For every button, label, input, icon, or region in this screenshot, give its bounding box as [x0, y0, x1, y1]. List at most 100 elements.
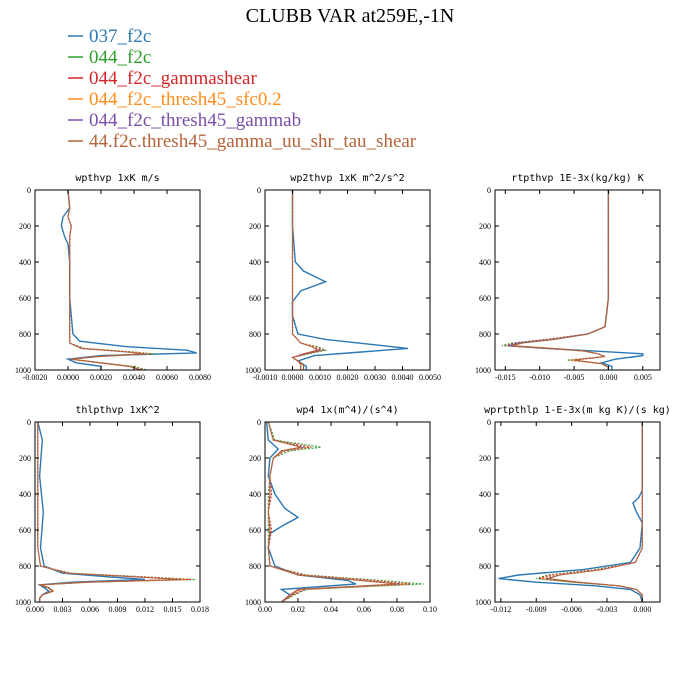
y-tick-label: 200: [19, 454, 31, 463]
series-line: [37, 422, 187, 602]
x-tick-label: -0.010: [529, 373, 550, 382]
x-tick-label: 0.000: [633, 605, 651, 614]
y-tick-label: 1000: [475, 598, 491, 607]
y-tick-label: 200: [479, 454, 491, 463]
legend-label: 044_f2c_gammashear: [89, 68, 257, 89]
plot-frame: [34, 189, 201, 371]
y-tick-label: 600: [249, 294, 261, 303]
legend-label: 044_f2c: [89, 47, 151, 68]
x-tick-label: 0.006: [81, 605, 99, 614]
series-line: [60, 190, 197, 370]
y-tick-label: 400: [479, 490, 491, 499]
plot-frame: [264, 189, 431, 371]
series-line: [508, 190, 644, 370]
series-line: [265, 422, 357, 602]
series-line: [67, 190, 154, 370]
series-line: [512, 190, 609, 370]
y-tick-label: 800: [19, 562, 31, 571]
chart-panel: wp2thvp 1xK m^2/s^2 0 200 400 600 800 1000-0.0…: [245, 173, 441, 382]
x-tick-label: 0.0020: [90, 373, 112, 382]
series-line: [67, 190, 146, 370]
x-tick-label: -0.0010: [253, 373, 278, 382]
legend-label: 044_f2c_thresh45_gammab: [89, 110, 301, 131]
y-tick-label: 0: [27, 418, 31, 427]
y-tick-label: 400: [19, 490, 31, 499]
series-line: [291, 190, 322, 370]
x-tick-label: 0.0050: [419, 373, 441, 382]
x-tick-label: 0.0040: [392, 373, 414, 382]
series-line: [536, 422, 643, 602]
y-tick-label: 1000: [245, 366, 261, 375]
y-tick-label: 800: [249, 330, 261, 339]
x-tick-label: 0.02: [291, 605, 305, 614]
series-line: [291, 190, 328, 370]
x-tick-label: 0.003: [54, 605, 72, 614]
y-tick-label: 800: [479, 562, 491, 571]
series-line: [37, 422, 191, 602]
panel-title: wprtpthlp 1-E-3x(m kg K)/(s kg): [484, 405, 671, 416]
x-tick-label: -0.0020: [23, 373, 48, 382]
y-tick-label: 600: [19, 526, 31, 535]
x-tick-label: -0.012: [491, 605, 512, 614]
y-tick-label: 0: [257, 186, 261, 195]
y-tick-label: 1000: [15, 366, 31, 375]
x-tick-label: 0.0020: [337, 373, 359, 382]
chart-panel: wpthvp 1xK m/s 0 200 400 600 800 1000-0.0020 0.…: [15, 173, 211, 382]
legend-label: 44.f2c.thresh45_gamma_uu_shr_tau_shear: [89, 131, 417, 152]
panel-title: thlpthvp 1xK^2: [75, 405, 159, 416]
y-tick-label: 600: [249, 526, 261, 535]
x-tick-label: 0.012: [136, 605, 154, 614]
x-tick-label: 0.0040: [123, 373, 145, 382]
y-tick-label: 200: [19, 222, 31, 231]
series-line: [267, 422, 411, 602]
series-line: [498, 422, 644, 602]
x-tick-label: 0.0010: [309, 373, 331, 382]
y-tick-label: 200: [249, 222, 261, 231]
x-tick-label: 0.0060: [156, 373, 178, 382]
x-tick-label: -0.003: [597, 605, 618, 614]
y-tick-label: 400: [249, 490, 261, 499]
x-tick-label: 0.015: [164, 605, 182, 614]
series-line: [37, 422, 196, 602]
series-line: [67, 190, 144, 370]
figure-title: CLUBB VAR at259E,-1N: [246, 5, 455, 27]
y-tick-label: 0: [487, 418, 491, 427]
x-tick-label: 0.0000: [57, 373, 79, 382]
x-tick-label: 0.005: [634, 373, 652, 382]
y-tick-label: 0: [27, 186, 31, 195]
x-tick-label: 0.10: [423, 605, 437, 614]
plot-frame: [494, 189, 661, 371]
legend-label: 037_f2c: [89, 26, 151, 47]
y-tick-label: 1000: [15, 598, 31, 607]
plot-frame: [264, 421, 431, 603]
x-tick-label: -0.015: [495, 373, 516, 382]
x-tick-label: 0.00: [258, 605, 272, 614]
x-tick-label: 0.0080: [189, 373, 211, 382]
y-tick-label: 800: [249, 562, 261, 571]
panel-title: wp2thvp 1xK m^2/s^2: [290, 173, 404, 184]
x-tick-label: -0.009: [526, 605, 547, 614]
x-tick-label: 0.000: [599, 373, 617, 382]
x-tick-label: 0.0000: [282, 373, 304, 382]
panel-title: wpthvp 1xK m/s: [75, 173, 159, 184]
panel-title: rtpthvp 1E-3x(kg/kg) K: [511, 173, 643, 184]
series-line: [37, 422, 180, 602]
y-tick-label: 400: [479, 258, 491, 267]
y-tick-label: 800: [479, 330, 491, 339]
plot-frame: [494, 421, 661, 603]
y-tick-label: 200: [479, 222, 491, 231]
x-tick-label: 0.0030: [364, 373, 386, 382]
x-tick-label: 0.04: [324, 605, 338, 614]
y-tick-label: 200: [249, 454, 261, 463]
y-tick-label: 0: [257, 418, 261, 427]
chart-panel: wprtpthlp 1-E-3x(m kg K)/(s kg) 0 200 400 60…: [475, 405, 671, 614]
x-tick-label: -0.006: [561, 605, 582, 614]
series-line: [37, 422, 146, 602]
x-tick-label: 0.06: [357, 605, 371, 614]
x-tick-label: 0.018: [191, 605, 209, 614]
series-line: [291, 190, 409, 370]
